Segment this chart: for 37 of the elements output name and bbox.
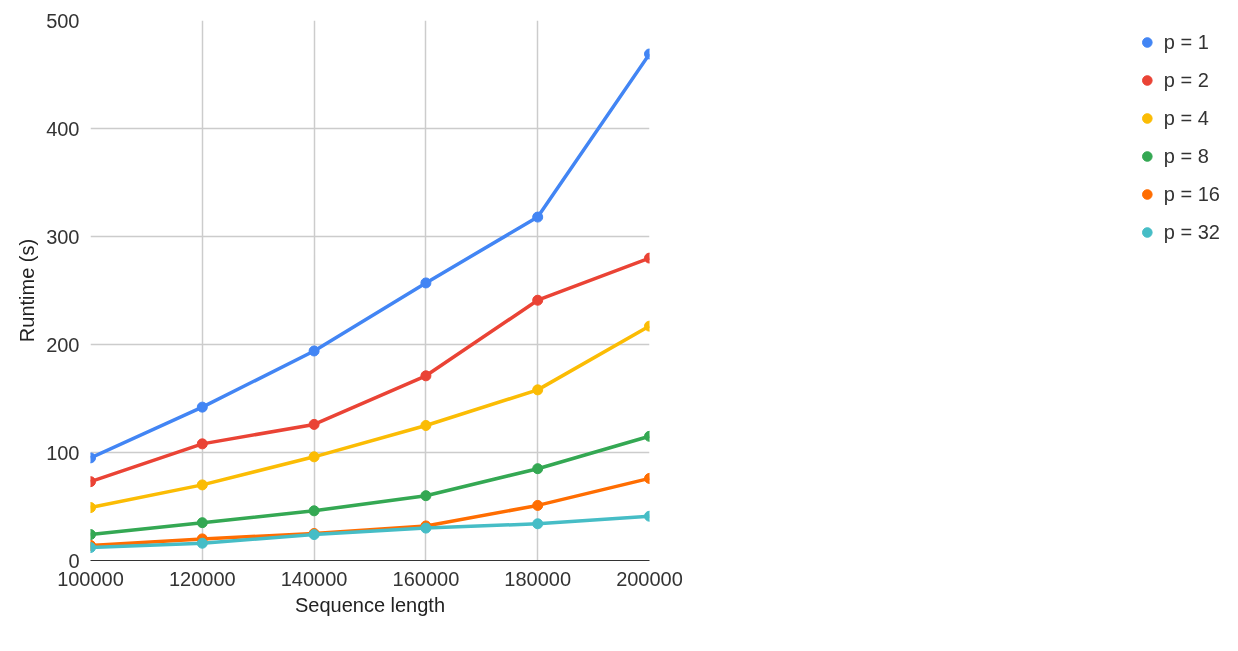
x-tick-label: 120000 xyxy=(168,567,236,590)
x-tick-label: 200000 xyxy=(616,567,683,590)
point xyxy=(196,438,208,450)
legend-label: p = 8 xyxy=(1163,144,1209,168)
y-tick-label: 500 xyxy=(46,9,80,32)
legend-label: p = 32 xyxy=(1163,220,1220,244)
y-axis-title: Runtime (s) xyxy=(16,238,39,343)
point xyxy=(308,451,320,463)
point xyxy=(532,384,544,396)
legend-label: p = 1 xyxy=(1163,30,1209,54)
x-tick-label: 180000 xyxy=(504,567,572,590)
y-tick-label: 100 xyxy=(46,441,80,464)
x-tick-label: 160000 xyxy=(392,567,460,590)
point xyxy=(420,420,432,431)
point xyxy=(420,370,432,382)
x-tick-label: 140000 xyxy=(280,567,348,590)
point xyxy=(308,505,320,517)
point xyxy=(196,517,208,529)
legend-label: p = 16 xyxy=(1163,182,1220,206)
point xyxy=(196,537,208,549)
y-tick-label: 400 xyxy=(46,117,80,140)
point xyxy=(532,463,544,475)
y-tick-label: 300 xyxy=(46,225,80,248)
point xyxy=(532,294,544,306)
legend-label: p = 2 xyxy=(1163,68,1209,92)
point xyxy=(308,345,320,357)
point xyxy=(532,499,544,511)
point xyxy=(196,479,208,491)
point xyxy=(420,277,432,289)
point xyxy=(420,490,432,502)
y-tick-label: 200 xyxy=(46,333,80,356)
point xyxy=(196,401,208,413)
point xyxy=(532,518,544,530)
x-axis-title: Sequence length xyxy=(294,593,446,616)
point xyxy=(532,211,544,223)
point xyxy=(308,418,320,430)
legend-label: p = 4 xyxy=(1163,106,1209,130)
